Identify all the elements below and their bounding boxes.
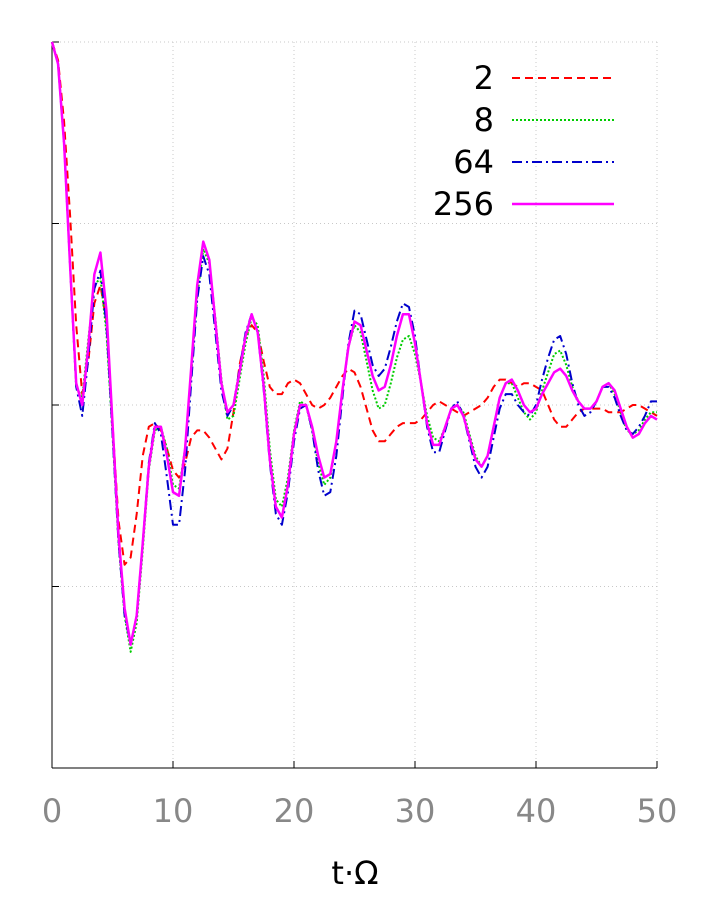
legend: 2 8 64 256 [433, 59, 614, 223]
x-tick-labels: 0 10 20 30 40 50 [42, 792, 678, 830]
series-line-256 [50, 41, 658, 646]
legend-label-8: 8 [474, 101, 494, 139]
x-axis-label: t·Ω [331, 854, 378, 892]
legend-label-2: 2 [474, 59, 494, 97]
x-tick-label: 0 [42, 792, 62, 830]
x-tick-label: 10 [153, 792, 194, 830]
axes [51, 41, 658, 769]
x-tick-label: 30 [395, 792, 436, 830]
legend-label-64: 64 [453, 143, 494, 181]
x-tick-label: 50 [637, 792, 678, 830]
x-tick-label: 40 [516, 792, 557, 830]
x-tick-label: 20 [274, 792, 315, 830]
series-line-2 [51, 41, 658, 566]
series-line-8 [51, 41, 657, 653]
legend-label-256: 256 [433, 185, 494, 223]
series-group [50, 41, 658, 653]
grid [52, 41, 658, 768]
